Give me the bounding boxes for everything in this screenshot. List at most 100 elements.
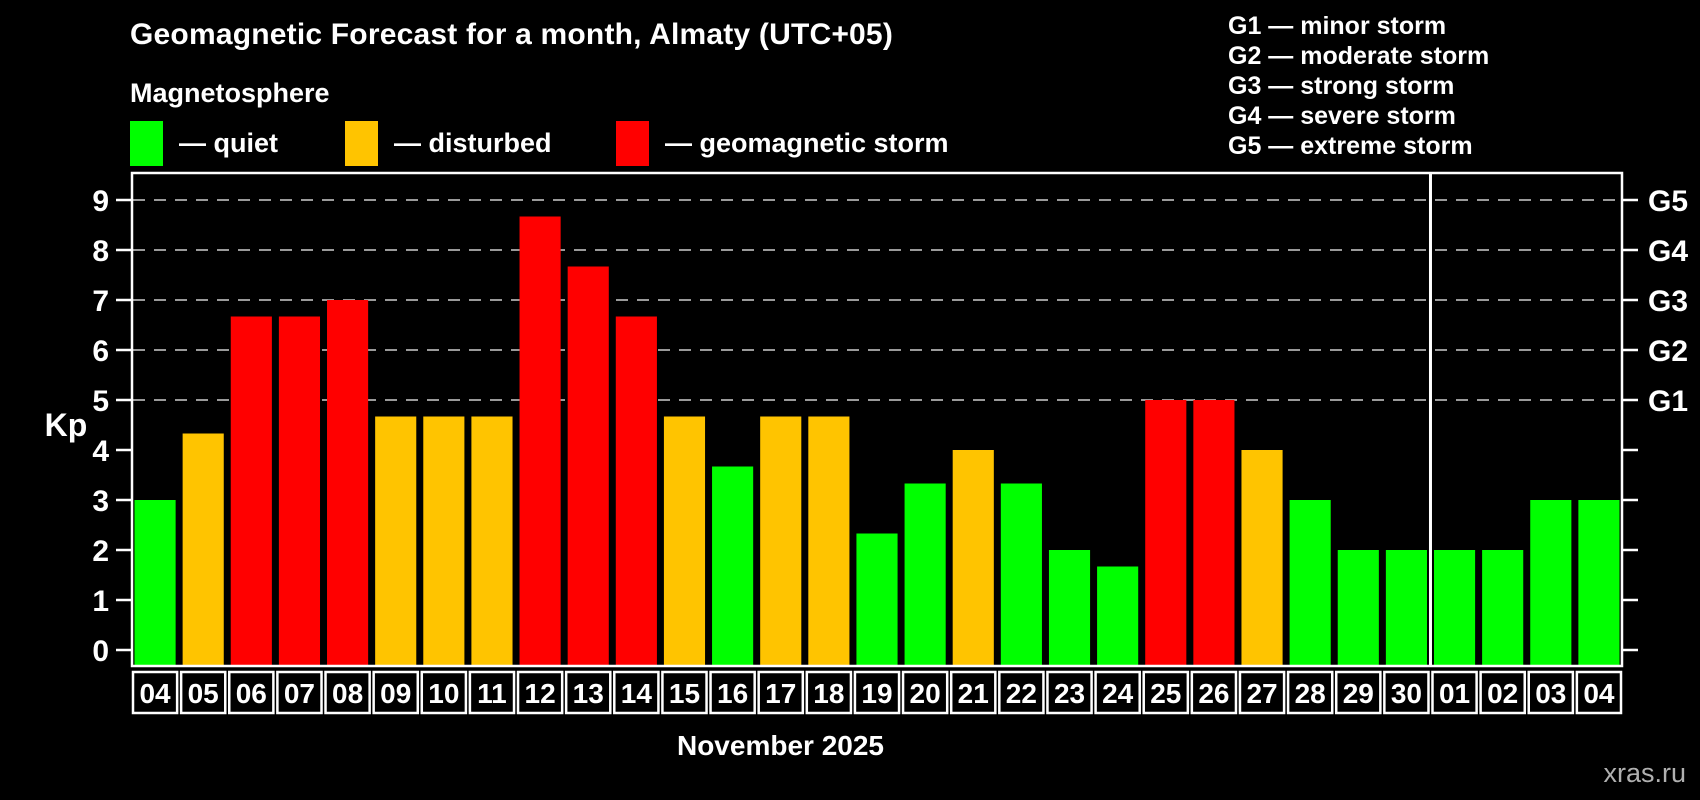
g-legend-line-g4: G4 — severe storm [1228, 102, 1456, 130]
date-box-29 [1334, 670, 1382, 715]
legend-label-disturbed: — disturbed [394, 127, 552, 158]
date-box-23 [1046, 670, 1093, 715]
date-box-28 [1286, 670, 1334, 715]
legend-label-storm: — geomagnetic storm [665, 127, 949, 158]
date-label-30: 30 [1391, 678, 1422, 709]
date-box-20 [901, 670, 949, 715]
y-axis-label-1: 1 [92, 585, 109, 618]
date-box-27 [1238, 670, 1286, 715]
date-box-01 [1431, 670, 1478, 715]
kp-bar-day-11 [471, 416, 513, 666]
date-label-12: 12 [525, 678, 556, 709]
kp-bar-day-09 [375, 416, 417, 666]
date-label-10: 10 [428, 678, 459, 709]
date-label-03: 03 [1535, 678, 1566, 709]
date-box-26 [1190, 670, 1238, 715]
kp-bar-day-27 [1241, 450, 1283, 666]
kp-bar-day-28 [1289, 500, 1331, 666]
date-box-09 [372, 670, 420, 715]
date-box-08 [324, 670, 371, 715]
date-box-11 [468, 670, 516, 715]
kp-bar-day-19 [856, 533, 898, 666]
date-box-04 [131, 670, 179, 715]
y-axis-label-8: 8 [92, 235, 109, 268]
date-box-16 [709, 670, 756, 715]
date-box-22 [998, 670, 1045, 715]
kp-bar-day-29 [1337, 550, 1379, 666]
date-label-01: 01 [1439, 678, 1470, 709]
date-box-13 [564, 670, 612, 715]
date-box-04 [1575, 670, 1623, 715]
y-axis-title-kp: Kp [45, 407, 88, 443]
right-axis-label-G1: G1 [1648, 385, 1688, 418]
date-label-18: 18 [813, 678, 844, 709]
kp-bar-day-23 [1048, 550, 1091, 666]
date-label-08: 08 [332, 678, 363, 709]
date-box-30 [1383, 670, 1430, 715]
date-label-02: 02 [1487, 678, 1518, 709]
kp-bar-day-07 [278, 316, 321, 666]
kp-bar-day-04 [1578, 500, 1620, 666]
kp-bar-day-18 [808, 416, 850, 666]
kp-bar-day-20 [904, 483, 946, 666]
date-label-28: 28 [1295, 678, 1326, 709]
y-axis-label-7: 7 [92, 285, 109, 318]
chart-subtitle: Magnetosphere [130, 78, 330, 108]
date-box-12 [516, 670, 564, 715]
date-box-03 [1527, 670, 1575, 715]
kp-bar-day-05 [182, 433, 224, 666]
kp-bar-day-08 [327, 300, 369, 666]
legend-label-quiet: — quiet [179, 127, 278, 158]
date-box-25 [1142, 670, 1190, 715]
date-label-23: 23 [1054, 678, 1085, 709]
date-label-27: 27 [1246, 678, 1277, 709]
date-label-29: 29 [1343, 678, 1374, 709]
date-box-07 [276, 670, 323, 715]
kp-bar-day-14 [615, 316, 657, 666]
date-box-10 [420, 670, 468, 715]
date-label-19: 19 [861, 678, 892, 709]
x-axis-month-label: November 2025 [676, 730, 884, 761]
plot-frame [130, 171, 1624, 668]
date-label-17: 17 [765, 678, 796, 709]
kp-bar-day-21 [952, 450, 994, 666]
watermark-xras: xras.ru [1603, 758, 1686, 788]
date-label-26: 26 [1198, 678, 1229, 709]
storm-color-swatch [616, 120, 649, 166]
kp-bar-day-26 [1193, 400, 1235, 666]
kp-bar-day-10 [423, 416, 465, 666]
y-axis-label-5: 5 [92, 385, 109, 418]
date-label-20: 20 [910, 678, 941, 709]
date-label-14: 14 [621, 678, 653, 709]
date-label-21: 21 [958, 678, 989, 709]
date-label-25: 25 [1150, 678, 1181, 709]
date-label-11: 11 [477, 678, 507, 709]
date-box-05 [179, 670, 227, 715]
date-box-02 [1479, 670, 1526, 715]
date-box-06 [228, 670, 275, 715]
y-axis-label-2: 2 [92, 535, 109, 568]
right-axis-label-G5: G5 [1648, 185, 1688, 218]
kp-bar-day-12 [519, 216, 561, 666]
y-axis-label-4: 4 [92, 435, 109, 468]
kp-bar-day-01 [1433, 550, 1476, 666]
date-box-17 [757, 670, 805, 715]
y-axis-label-3: 3 [92, 485, 109, 518]
disturbed-color-swatch [345, 120, 378, 166]
right-axis-label-G4: G4 [1648, 235, 1688, 268]
date-box-15 [661, 670, 708, 715]
page-title: Geomagnetic Forecast for a month, Almaty… [130, 18, 894, 51]
right-axis-label-G3: G3 [1648, 285, 1688, 318]
kp-bar-day-06 [230, 316, 272, 666]
date-label-09: 09 [380, 678, 411, 709]
date-label-07: 07 [284, 678, 315, 709]
right-axis-label-G2: G2 [1648, 335, 1688, 368]
date-box-21 [949, 670, 997, 715]
date-label-16: 16 [717, 678, 748, 709]
y-axis-label-6: 6 [92, 335, 109, 368]
kp-bar-day-13 [567, 266, 609, 666]
legend-item-quiet: — quiet [130, 120, 278, 166]
date-label-24: 24 [1102, 678, 1134, 709]
g-legend-line-g1: G1 — minor storm [1228, 12, 1447, 40]
kp-bar-day-22 [1000, 483, 1042, 666]
